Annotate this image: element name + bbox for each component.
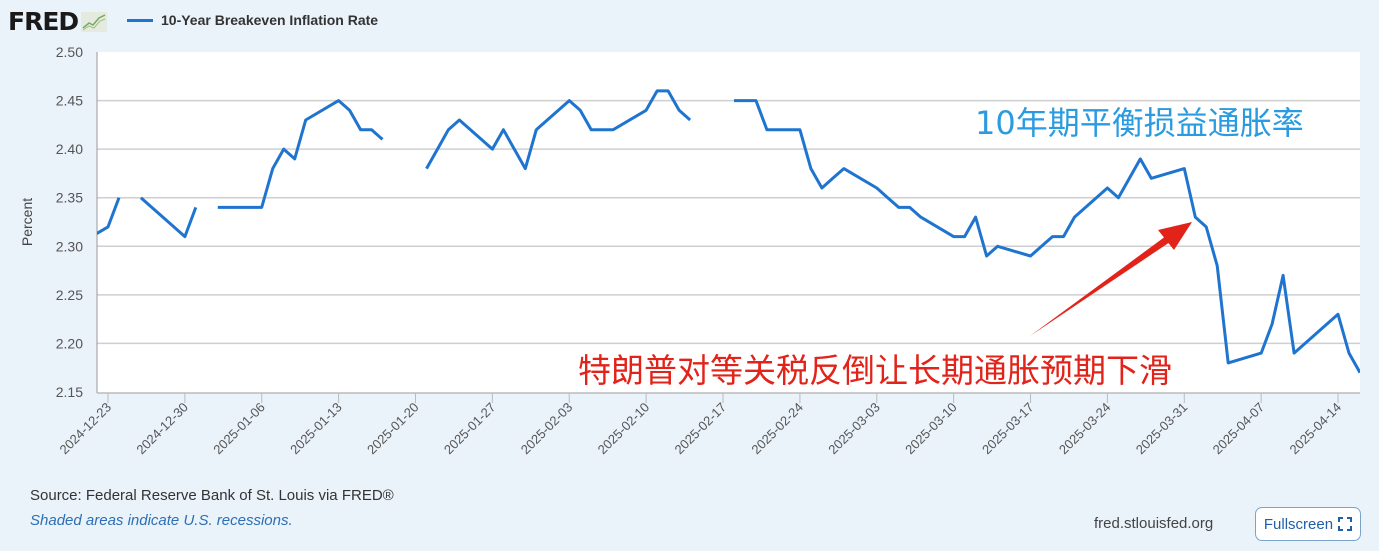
x-tick-label: 2025-03-31 [1133, 400, 1191, 458]
fred-logo[interactable]: FRED [8, 7, 108, 36]
y-axis-label: Percent [19, 198, 35, 246]
y-tick-label: 2.35 [56, 190, 83, 206]
legend-label: 10-Year Breakeven Inflation Rate [161, 12, 379, 28]
legend[interactable]: 10-Year Breakeven Inflation Rate [127, 12, 378, 28]
x-tick-label: 2025-04-07 [1210, 400, 1268, 458]
fullscreen-button[interactable]: Fullscreen [1255, 507, 1361, 541]
source-note: Source: Federal Reserve Bank of St. Loui… [30, 487, 394, 504]
x-tick-label: 2025-03-17 [979, 400, 1037, 458]
red-arrow-icon [1030, 222, 1192, 336]
x-tick-label: 2025-01-27 [441, 400, 499, 458]
site-link[interactable]: fred.stlouisfed.org [1094, 515, 1214, 532]
recession-note: Shaded areas indicate U.S. recessions. [30, 512, 293, 529]
chart-trend-icon [81, 11, 108, 32]
x-tick-label: 2025-03-10 [902, 400, 960, 458]
x-tick-label: 2025-01-20 [364, 400, 422, 458]
series-line-segment [734, 99, 1360, 374]
y-tick-label: 2.25 [56, 287, 83, 303]
y-tick-label: 2.45 [56, 93, 83, 109]
fullscreen-icon [1338, 517, 1353, 531]
x-tick-label: 2024-12-23 [56, 400, 114, 458]
x-tick-label: 2025-01-13 [287, 400, 345, 458]
x-tick-label: 2025-04-14 [1287, 400, 1345, 458]
x-tick-label: 2025-01-06 [210, 400, 268, 458]
y-tick-label: 2.15 [56, 384, 83, 400]
x-tick-label: 2025-03-24 [1056, 400, 1114, 458]
plot-area [97, 52, 1360, 393]
y-tick-label: 2.20 [56, 335, 83, 351]
legend-swatch [127, 18, 153, 22]
y-tick-label: 2.40 [56, 141, 83, 157]
x-tick-label: 2025-02-10 [595, 400, 653, 458]
x-tick-label: 2025-02-24 [748, 400, 806, 458]
fred-logo-text: FRED [8, 7, 79, 36]
x-tick-label: 2025-02-03 [518, 400, 576, 458]
x-tick-label: 2025-03-03 [825, 400, 883, 458]
annotation-caption: 特朗普对等关税反倒让长期通胀预期下滑 [578, 351, 1172, 390]
fullscreen-label: Fullscreen [1263, 515, 1334, 533]
y-tick-label: 2.50 [56, 44, 83, 60]
x-tick-label: 2024-12-30 [133, 400, 191, 458]
y-tick-label: 2.30 [56, 238, 83, 254]
x-tick-label: 2025-02-17 [672, 400, 730, 458]
annotation-title: 10年期平衡损益通胀率 [975, 104, 1304, 142]
